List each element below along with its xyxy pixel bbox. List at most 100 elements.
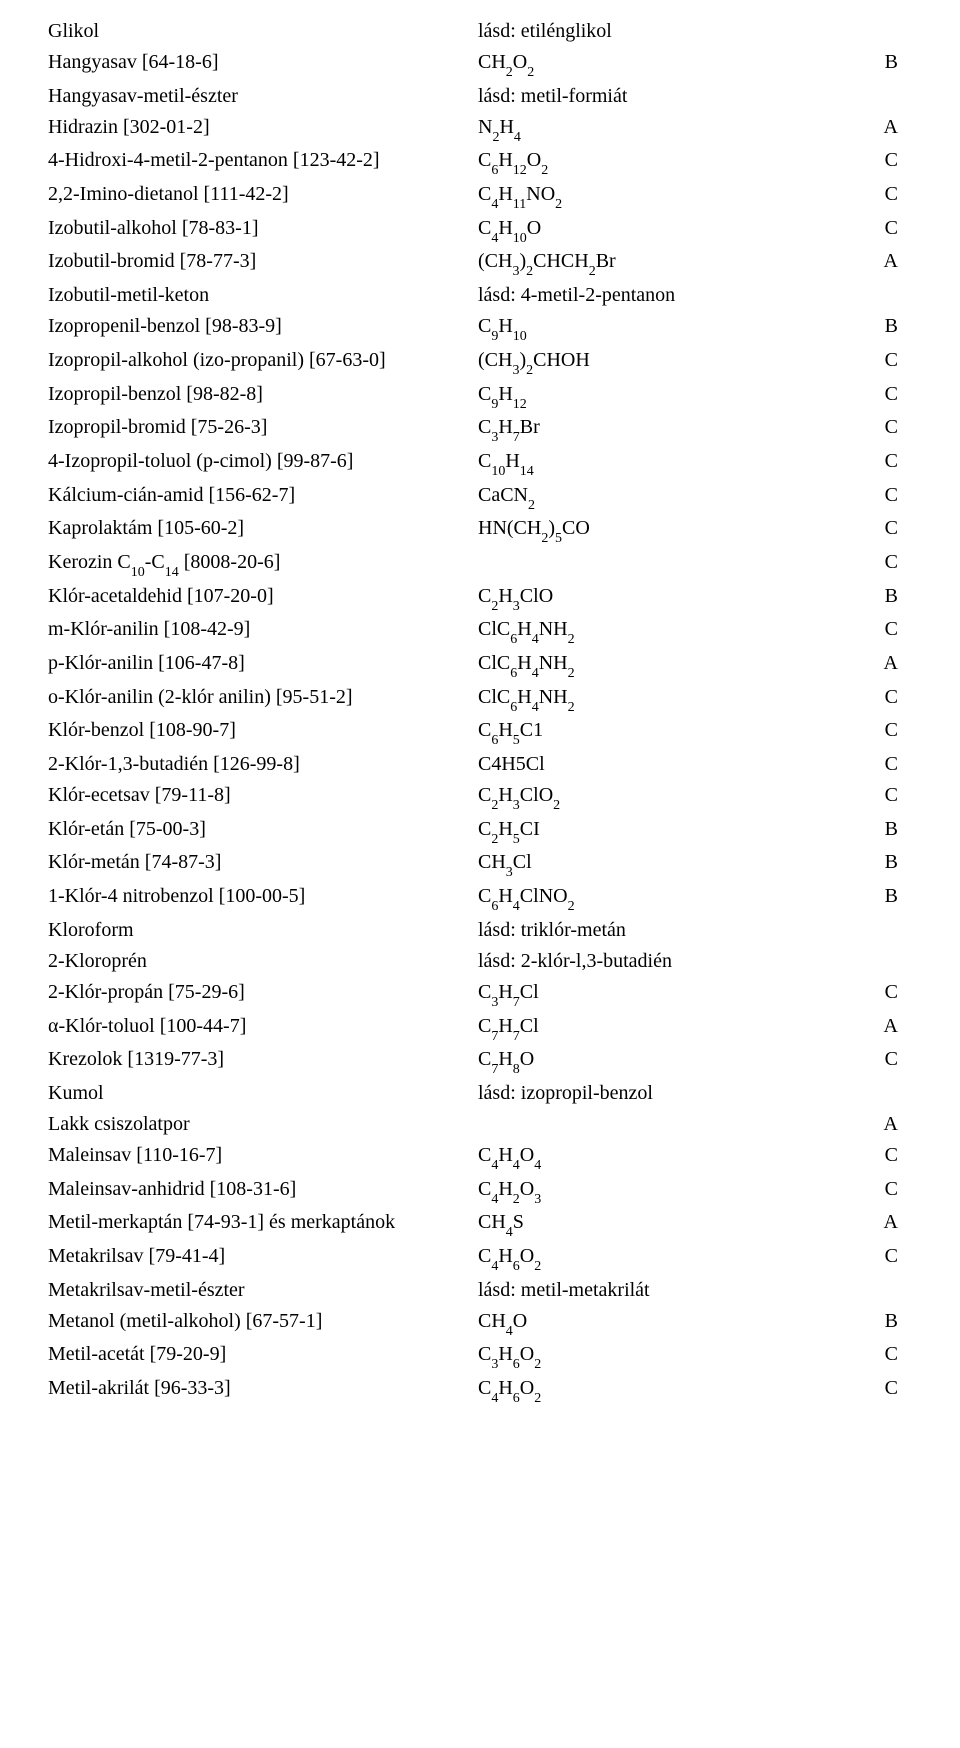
compound-formula: C4H2O3 bbox=[478, 1174, 858, 1208]
table-row: Metakrilsav-metil-észterlásd: metil-meta… bbox=[48, 1275, 912, 1306]
compound-name: Metil-merkaptán [74-93-1] és merkaptánok bbox=[48, 1207, 478, 1238]
compound-formula: lásd: izopropil-benzol bbox=[478, 1078, 858, 1109]
compound-formula: C6H5C1 bbox=[478, 715, 858, 749]
table-row: Metil-merkaptán [74-93-1] és merkaptánok… bbox=[48, 1207, 912, 1241]
table-row: Izobutil-bromid [78-77-3](CH3)2CHCH2BrA bbox=[48, 246, 912, 280]
compound-class: C bbox=[858, 179, 898, 210]
table-row: Klór-etán [75-00-3]C2H5CIB bbox=[48, 814, 912, 848]
compound-formula: lásd: triklór-metán bbox=[478, 915, 858, 946]
table-row: Krezolok [1319-77-3]C7H8OC bbox=[48, 1044, 912, 1078]
compound-formula: C4H11NO2 bbox=[478, 179, 858, 213]
compound-name: p-Klór-anilin [106-47-8] bbox=[48, 648, 478, 679]
table-row: Kaprolaktám [105-60-2]HN(CH2)5COC bbox=[48, 513, 912, 547]
table-row: Metanol (metil-alkohol) [67-57-1]CH4OB bbox=[48, 1306, 912, 1340]
compound-class: C bbox=[858, 1044, 898, 1075]
compound-name: Klór-benzol [108-90-7] bbox=[48, 715, 478, 746]
table-row: Metil-akrilát [96-33-3]C4H6O2C bbox=[48, 1373, 912, 1407]
compound-class: C bbox=[858, 345, 898, 376]
compound-class: C bbox=[858, 1174, 898, 1205]
compound-name: 2-Klór-propán [75-29-6] bbox=[48, 977, 478, 1008]
compound-formula: (CH3)2CHOH bbox=[478, 345, 858, 379]
compound-class: B bbox=[858, 47, 898, 78]
compound-name: Klór-metán [74-87-3] bbox=[48, 847, 478, 878]
compound-class: B bbox=[858, 847, 898, 878]
compound-formula: CH2O2 bbox=[478, 47, 858, 81]
chemical-table: Glikollásd: etilénglikolHangyasav [64-18… bbox=[0, 0, 960, 1439]
table-row: p-Klór-anilin [106-47-8]ClC6H4NH2A bbox=[48, 648, 912, 682]
table-row: 1-Klór-4 nitrobenzol [100-00-5]C6H4ClNO2… bbox=[48, 881, 912, 915]
compound-class: B bbox=[858, 581, 898, 612]
compound-formula: C7H8O bbox=[478, 1044, 858, 1078]
compound-formula: C4H6O2 bbox=[478, 1373, 858, 1407]
compound-name: Metakrilsav [79-41-4] bbox=[48, 1241, 478, 1272]
compound-formula: ClC6H4NH2 bbox=[478, 614, 858, 648]
compound-name: Izobutil-alkohol [78-83-1] bbox=[48, 213, 478, 244]
compound-class: B bbox=[858, 311, 898, 342]
table-row: Kerozin C10-C14 [8008-20-6]C bbox=[48, 547, 912, 581]
compound-class: B bbox=[858, 881, 898, 912]
compound-formula: C9H10 bbox=[478, 311, 858, 345]
compound-name: Hidrazin [302-01-2] bbox=[48, 112, 478, 143]
compound-formula: C6H12O2 bbox=[478, 145, 858, 179]
compound-name: Izobutil-metil-keton bbox=[48, 280, 478, 311]
compound-name: Izopropil-benzol [98-82-8] bbox=[48, 379, 478, 410]
compound-formula: C4H4O4 bbox=[478, 1140, 858, 1174]
compound-formula: ClC6H4NH2 bbox=[478, 648, 858, 682]
compound-formula: C10H14 bbox=[478, 446, 858, 480]
compound-formula: C3H7Cl bbox=[478, 977, 858, 1011]
compound-name: Izobutil-bromid [78-77-3] bbox=[48, 246, 478, 277]
compound-formula: CH4O bbox=[478, 1306, 858, 1340]
compound-name: 2,2-Imino-dietanol [111-42-2] bbox=[48, 179, 478, 210]
table-row: Metakrilsav [79-41-4]C4H6O2C bbox=[48, 1241, 912, 1275]
compound-class: A bbox=[858, 1109, 898, 1140]
table-row: Izopropenil-benzol [98-83-9]C9H10B bbox=[48, 311, 912, 345]
compound-name: m-Klór-anilin [108-42-9] bbox=[48, 614, 478, 645]
table-row: 2-Klór-1,3-butadién [126-99-8]C4H5ClC bbox=[48, 749, 912, 780]
table-row: 4-Izopropil-toluol (p-cimol) [99-87-6]C1… bbox=[48, 446, 912, 480]
table-row: Klór-acetaldehid [107-20-0]C2H3ClOB bbox=[48, 581, 912, 615]
compound-class: C bbox=[858, 513, 898, 544]
table-row: 4-Hidroxi-4-metil-2-pentanon [123-42-2]C… bbox=[48, 145, 912, 179]
compound-class: A bbox=[858, 112, 898, 143]
compound-class: C bbox=[858, 145, 898, 176]
table-row: Hangyasav-metil-észterlásd: metil-formiá… bbox=[48, 81, 912, 112]
table-row: Kumollásd: izopropil-benzol bbox=[48, 1078, 912, 1109]
table-row: Izobutil-metil-ketonlásd: 4-metil-2-pent… bbox=[48, 280, 912, 311]
compound-class: C bbox=[858, 379, 898, 410]
compound-name: Metil-acetát [79-20-9] bbox=[48, 1339, 478, 1370]
compound-formula: lásd: 2-klór-l,3-butadién bbox=[478, 946, 858, 977]
table-row: Glikollásd: etilénglikol bbox=[48, 16, 912, 47]
table-row: 2-Kloroprénlásd: 2-klór-l,3-butadién bbox=[48, 946, 912, 977]
compound-name: Metakrilsav-metil-észter bbox=[48, 1275, 478, 1306]
compound-name: Izopropil-alkohol (izo-propanil) [67-63-… bbox=[48, 345, 478, 376]
compound-formula: C7H7Cl bbox=[478, 1011, 858, 1045]
compound-class: C bbox=[858, 480, 898, 511]
compound-formula: C2H3ClO bbox=[478, 581, 858, 615]
compound-class: B bbox=[858, 814, 898, 845]
table-row: α-Klór-toluol [100-44-7]C7H7ClA bbox=[48, 1011, 912, 1045]
compound-name: Lakk csiszolatpor bbox=[48, 1109, 478, 1140]
compound-formula: ClC6H4NH2 bbox=[478, 682, 858, 716]
compound-class: B bbox=[858, 1306, 898, 1337]
table-row: 2-Klór-propán [75-29-6]C3H7ClC bbox=[48, 977, 912, 1011]
compound-name: Kaprolaktám [105-60-2] bbox=[48, 513, 478, 544]
compound-formula: C9H12 bbox=[478, 379, 858, 413]
compound-name: 1-Klór-4 nitrobenzol [100-00-5] bbox=[48, 881, 478, 912]
table-row: o-Klór-anilin (2-klór anilin) [95-51-2]C… bbox=[48, 682, 912, 716]
compound-class: C bbox=[858, 682, 898, 713]
table-row: Maleinsav [110-16-7]C4H4O4C bbox=[48, 1140, 912, 1174]
compound-formula: HN(CH2)5CO bbox=[478, 513, 858, 547]
compound-name: Metanol (metil-alkohol) [67-57-1] bbox=[48, 1306, 478, 1337]
compound-class: C bbox=[858, 547, 898, 578]
table-row: Klór-ecetsav [79-11-8]C2H3ClO2C bbox=[48, 780, 912, 814]
table-row: m-Klór-anilin [108-42-9]ClC6H4NH2C bbox=[48, 614, 912, 648]
compound-class: C bbox=[858, 412, 898, 443]
compound-name: Hangyasav-metil-észter bbox=[48, 81, 478, 112]
compound-name: 4-Izopropil-toluol (p-cimol) [99-87-6] bbox=[48, 446, 478, 477]
compound-name: o-Klór-anilin (2-klór anilin) [95-51-2] bbox=[48, 682, 478, 713]
compound-formula: C4H5Cl bbox=[478, 749, 858, 780]
compound-class: C bbox=[858, 1339, 898, 1370]
compound-formula: CaCN2 bbox=[478, 480, 858, 514]
compound-class: C bbox=[858, 213, 898, 244]
compound-formula: lásd: metil-metakrilát bbox=[478, 1275, 858, 1306]
